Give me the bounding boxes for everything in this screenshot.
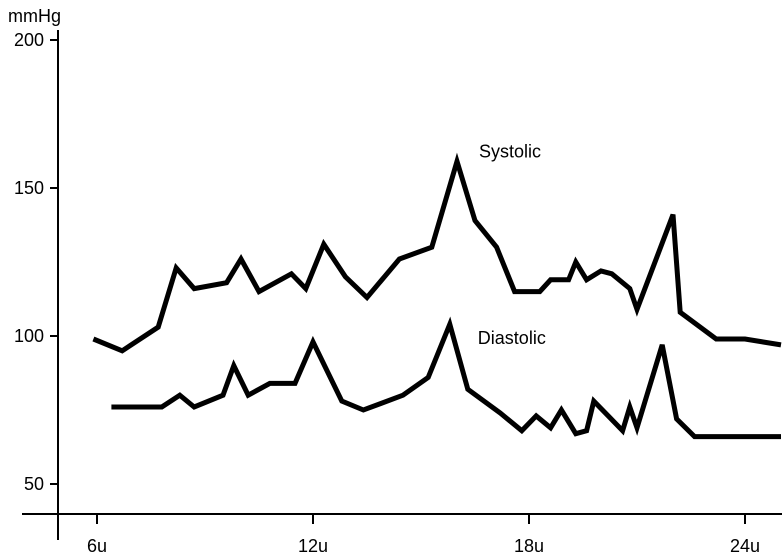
series-label-diastolic: Diastolic: [478, 328, 546, 348]
series-line-diastolic: [111, 316, 781, 440]
x-tick-label-12: 12u: [298, 536, 328, 556]
series-lines: [92, 152, 782, 440]
series-labels: Systolic Diastolic: [478, 141, 546, 348]
series-line-systolic: [92, 152, 782, 354]
x-tick-label-24: 24u: [730, 536, 760, 556]
series-label-systolic: Systolic: [479, 141, 541, 161]
ticks: 50 100 150 200 6u 12u 18u 24u: [14, 30, 760, 556]
y-axis-unit-label: mmHg: [8, 6, 61, 26]
y-tick-label-100: 100: [14, 326, 44, 346]
x-tick-label-6: 6u: [87, 536, 107, 556]
x-tick-label-18: 18u: [514, 536, 544, 556]
y-tick-label-50: 50: [24, 474, 44, 494]
axes: [22, 30, 782, 540]
y-tick-label-200: 200: [14, 30, 44, 50]
y-tick-label-150: 150: [14, 178, 44, 198]
